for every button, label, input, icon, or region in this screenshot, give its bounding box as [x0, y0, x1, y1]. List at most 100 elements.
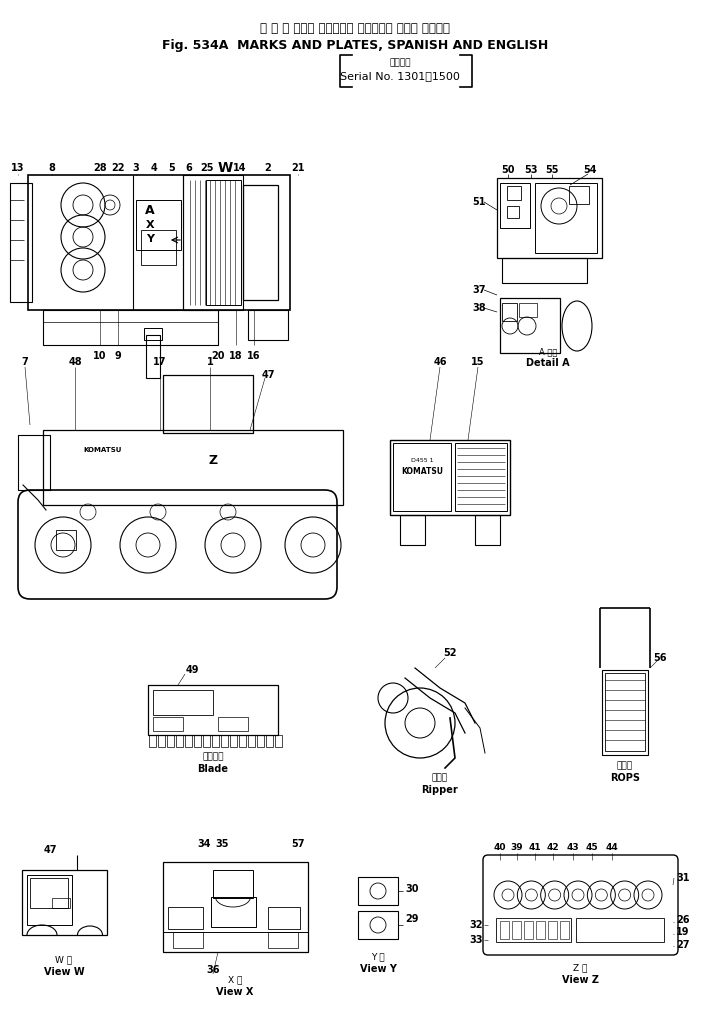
Text: 44: 44 [606, 843, 619, 853]
Bar [519, 303, 537, 317]
Bar [194, 735, 201, 747]
Text: 47: 47 [261, 370, 274, 380]
Bar [602, 670, 648, 755]
Text: 49: 49 [186, 665, 199, 675]
Text: 55: 55 [545, 165, 559, 175]
Text: Y 機: Y 機 [371, 952, 385, 961]
Bar [500, 298, 560, 353]
Text: Serial No. 1301～1500: Serial No. 1301～1500 [340, 71, 460, 81]
Text: 37: 37 [473, 285, 486, 295]
Bar [500, 183, 530, 228]
Bar [163, 374, 253, 433]
Bar [10, 183, 32, 302]
Text: Ripper: Ripper [422, 785, 459, 795]
Bar [248, 310, 288, 340]
Text: 28: 28 [93, 163, 107, 173]
Bar [153, 717, 183, 731]
Bar [576, 918, 664, 942]
Bar [136, 200, 181, 250]
Text: Blade: Blade [198, 764, 228, 774]
Text: X 機: X 機 [228, 976, 242, 985]
Text: 54: 54 [583, 165, 597, 175]
Text: Z 機: Z 機 [573, 963, 587, 973]
Text: 1: 1 [207, 357, 213, 367]
Text: X: X [146, 220, 154, 230]
Bar [496, 918, 571, 942]
Text: 25: 25 [201, 163, 214, 173]
Bar [243, 185, 278, 300]
Text: 8: 8 [48, 163, 55, 173]
Text: 15: 15 [471, 357, 485, 367]
Bar [206, 180, 241, 305]
Bar [507, 206, 519, 218]
Bar [173, 932, 203, 948]
Text: 42: 42 [547, 843, 560, 853]
Text: リッパ: リッパ [432, 774, 448, 783]
Bar [548, 921, 557, 939]
Text: 34: 34 [197, 839, 210, 849]
Bar [176, 735, 183, 747]
Text: 40: 40 [493, 843, 506, 853]
Bar [535, 183, 597, 253]
Text: 16: 16 [247, 351, 261, 361]
Bar [144, 328, 162, 340]
Text: 53: 53 [524, 165, 538, 175]
Bar [212, 735, 219, 747]
Bar [168, 907, 203, 929]
Bar [358, 911, 398, 939]
Text: View X: View X [216, 987, 254, 997]
Text: 36: 36 [206, 965, 220, 975]
Bar [266, 735, 273, 747]
Text: 48: 48 [68, 357, 82, 367]
Bar [248, 735, 255, 747]
Bar [500, 921, 509, 939]
Text: 13: 13 [11, 163, 25, 173]
Text: 14: 14 [233, 163, 247, 173]
Bar [358, 877, 398, 905]
Text: View Z: View Z [562, 975, 599, 985]
Text: Detail A: Detail A [526, 358, 570, 368]
Text: 57: 57 [292, 839, 305, 849]
Bar [18, 435, 50, 490]
Text: 30: 30 [405, 884, 419, 894]
Text: 31: 31 [676, 873, 690, 883]
Bar [167, 735, 174, 747]
Bar [146, 336, 160, 378]
Bar [27, 875, 72, 925]
Bar [43, 430, 343, 505]
Text: 29: 29 [405, 914, 419, 924]
Text: 20: 20 [211, 351, 225, 361]
Bar [605, 673, 645, 751]
Text: A: A [145, 203, 155, 216]
Bar [22, 870, 107, 935]
Text: 26: 26 [676, 915, 690, 925]
Bar [52, 898, 70, 908]
Bar [268, 907, 300, 929]
Text: 18: 18 [229, 351, 243, 361]
Text: Y: Y [146, 234, 154, 244]
Bar [43, 310, 218, 345]
Text: 45: 45 [586, 843, 599, 853]
Bar [218, 717, 248, 731]
Text: Z: Z [208, 453, 218, 467]
Text: 33: 33 [469, 935, 483, 945]
Bar [163, 862, 308, 952]
Bar [56, 530, 76, 550]
Text: ブレード: ブレード [202, 752, 224, 761]
Bar [257, 735, 264, 747]
Bar [502, 258, 587, 283]
Text: KOMATSU: KOMATSU [84, 447, 122, 453]
Bar [502, 303, 517, 321]
Text: 47: 47 [43, 845, 57, 855]
Text: 43: 43 [567, 843, 579, 853]
Bar [183, 175, 243, 310]
Bar [211, 897, 256, 928]
Text: 17: 17 [154, 357, 167, 367]
Text: 35: 35 [215, 839, 229, 849]
Text: W: W [218, 161, 232, 175]
Text: 32: 32 [469, 920, 483, 930]
Text: 21: 21 [292, 163, 305, 173]
Bar [141, 230, 176, 265]
Text: 6: 6 [186, 163, 193, 173]
Text: 38: 38 [472, 303, 486, 313]
